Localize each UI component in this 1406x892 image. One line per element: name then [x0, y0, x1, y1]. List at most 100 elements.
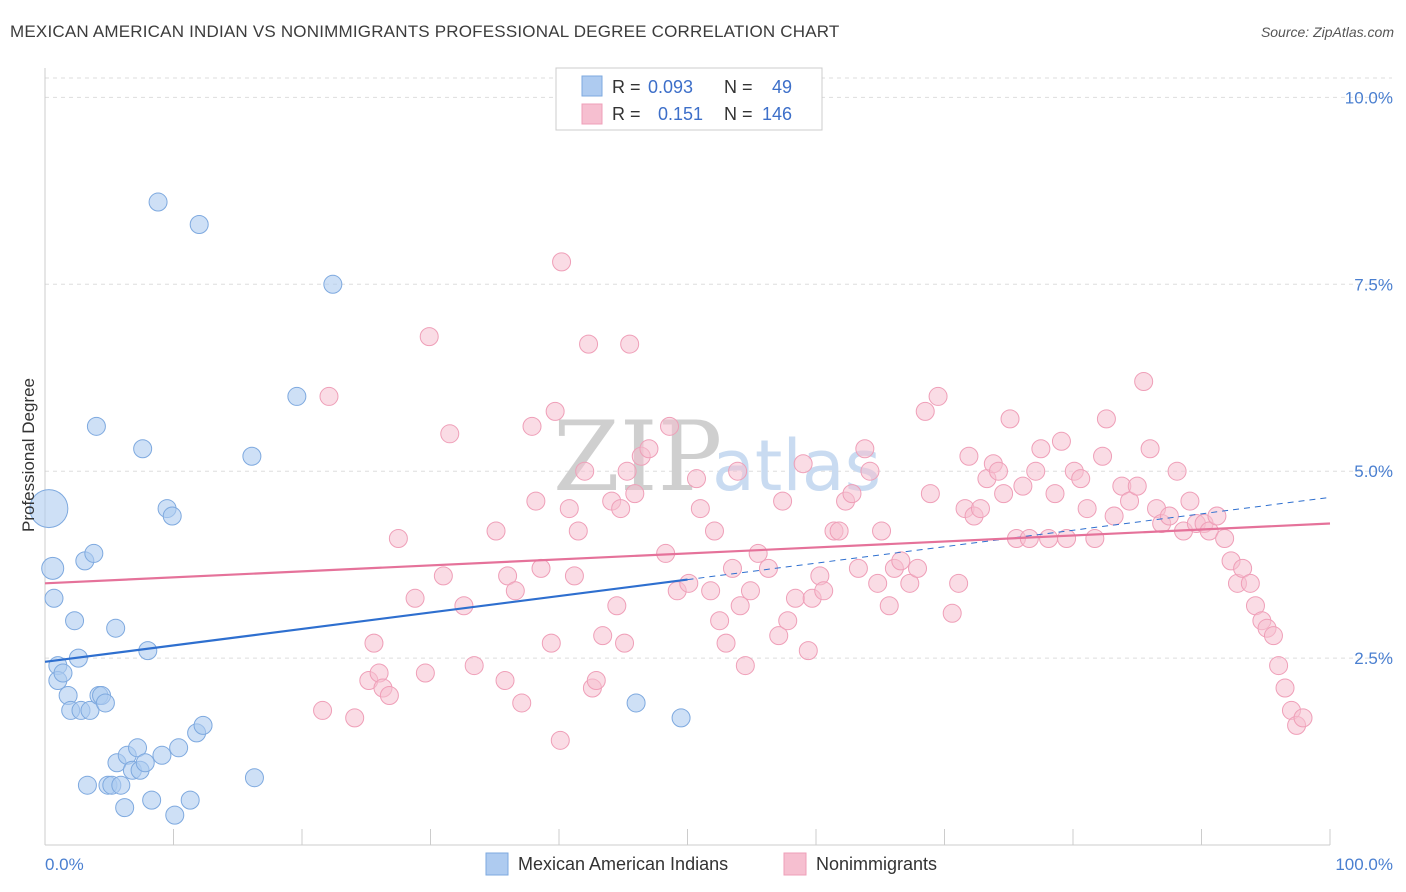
- point-nonimmigrants: [1039, 528, 1059, 548]
- y-tick-label: 2.5%: [1354, 649, 1393, 668]
- point-mexican-american-indians: [95, 693, 115, 713]
- point-nonimmigrants: [579, 334, 599, 354]
- point-nonimmigrants: [552, 252, 572, 272]
- point-mexican-american-indians: [152, 745, 172, 765]
- point-nonimmigrants: [615, 633, 635, 653]
- series-legend-pink-label: Nonimmigrants: [816, 854, 937, 874]
- point-nonimmigrants: [1233, 558, 1253, 578]
- point-nonimmigrants: [920, 484, 940, 504]
- point-nonimmigrants: [868, 573, 888, 593]
- point-nonimmigrants: [617, 461, 637, 481]
- point-mexican-american-indians: [287, 386, 307, 406]
- point-nonimmigrants: [730, 596, 750, 616]
- point-nonimmigrants: [433, 566, 453, 586]
- point-mexican-american-indians: [162, 506, 182, 526]
- point-nonimmigrants: [928, 386, 948, 406]
- point-nonimmigrants: [1085, 528, 1105, 548]
- point-nonimmigrants: [620, 334, 640, 354]
- point-nonimmigrants: [1240, 573, 1260, 593]
- point-mexican-american-indians: [671, 708, 691, 728]
- point-nonimmigrants: [512, 693, 532, 713]
- point-nonimmigrants: [550, 730, 570, 750]
- point-nonimmigrants: [879, 596, 899, 616]
- point-nonimmigrants: [319, 386, 339, 406]
- point-mexican-american-indians: [189, 214, 209, 234]
- point-mexican-american-indians: [106, 618, 126, 638]
- point-nonimmigrants: [1275, 678, 1295, 698]
- point-nonimmigrants: [701, 581, 721, 601]
- point-nonimmigrants: [364, 633, 384, 653]
- point-nonimmigrants: [970, 499, 990, 519]
- point-nonimmigrants: [785, 588, 805, 608]
- point-nonimmigrants: [855, 439, 875, 459]
- point-nonimmigrants: [1134, 371, 1154, 391]
- point-nonimmigrants: [686, 469, 706, 489]
- point-mexican-american-indians: [165, 805, 185, 825]
- point-nonimmigrants: [405, 588, 425, 608]
- point-nonimmigrants: [1051, 431, 1071, 451]
- point-nonimmigrants: [1127, 476, 1147, 496]
- point-nonimmigrants: [735, 656, 755, 676]
- point-nonimmigrants: [568, 521, 588, 541]
- legend-blue-swatch: [581, 75, 603, 97]
- point-mexican-american-indians: [128, 738, 148, 758]
- point-nonimmigrants: [1093, 446, 1113, 466]
- y-tick-label: 5.0%: [1354, 462, 1393, 481]
- point-mexican-american-indians: [148, 192, 168, 212]
- point-nonimmigrants: [611, 499, 631, 519]
- point-nonimmigrants: [313, 700, 333, 720]
- point-nonimmigrants: [531, 558, 551, 578]
- point-mexican-american-indians: [244, 768, 264, 788]
- point-nonimmigrants: [769, 626, 789, 646]
- point-nonimmigrants: [1077, 499, 1097, 519]
- point-nonimmigrants: [1199, 521, 1219, 541]
- legend-blue-n-value: 49: [772, 77, 792, 97]
- point-nonimmigrants: [848, 558, 868, 578]
- point-mexican-american-indians: [44, 588, 64, 608]
- point-mexican-american-indians: [115, 798, 135, 818]
- point-nonimmigrants: [872, 521, 892, 541]
- point-nonimmigrants: [908, 558, 928, 578]
- point-mexican-american-indians: [169, 738, 189, 758]
- point-nonimmigrants: [773, 491, 793, 511]
- point-mexican-american-indians: [142, 790, 162, 810]
- point-nonimmigrants: [486, 521, 506, 541]
- trend-layer: [44, 496, 1331, 663]
- point-nonimmigrants: [495, 671, 515, 691]
- point-nonimmigrants: [660, 416, 680, 436]
- point-nonimmigrants: [564, 566, 584, 586]
- legend-blue-n-label: N =: [724, 77, 753, 97]
- point-nonimmigrants: [559, 499, 579, 519]
- point-mexican-american-indians: [111, 775, 131, 795]
- point-mexican-american-indians: [180, 790, 200, 810]
- point-nonimmigrants: [505, 581, 525, 601]
- axis-layer: 2.5% 5.0% 7.5% 10.0% 0.0% 100.0%: [44, 68, 1393, 874]
- y-tick-label: 7.5%: [1354, 275, 1393, 294]
- point-nonimmigrants: [949, 573, 969, 593]
- point-nonimmigrants: [748, 543, 768, 563]
- trend-line-nonimmigrants: [44, 522, 1331, 585]
- point-mexican-american-indians: [86, 416, 106, 436]
- point-nonimmigrants: [679, 573, 699, 593]
- point-mexican-american-indians: [80, 700, 100, 720]
- point-mexican-american-indians: [135, 753, 155, 773]
- point-mexican-american-indians: [41, 556, 65, 580]
- point-nonimmigrants: [419, 327, 439, 347]
- point-nonimmigrants: [814, 581, 834, 601]
- point-mexican-american-indians: [138, 641, 158, 661]
- point-nonimmigrants: [728, 461, 748, 481]
- stats-legend: R = 0.093 N = 49 R = 0.151 N = 146: [555, 67, 823, 131]
- trend-line-mexican-american-indians: [44, 578, 688, 663]
- point-mexican-american-indians: [133, 439, 153, 459]
- point-nonimmigrants: [891, 551, 911, 571]
- point-mexican-american-indians: [323, 274, 343, 294]
- point-nonimmigrants: [526, 491, 546, 511]
- point-nonimmigrants: [740, 581, 760, 601]
- point-nonimmigrants: [1180, 491, 1200, 511]
- point-nonimmigrants: [454, 596, 474, 616]
- point-nonimmigrants: [1071, 469, 1091, 489]
- point-nonimmigrants: [829, 521, 849, 541]
- point-nonimmigrants: [778, 611, 798, 631]
- point-nonimmigrants: [1140, 439, 1160, 459]
- point-nonimmigrants: [793, 454, 813, 474]
